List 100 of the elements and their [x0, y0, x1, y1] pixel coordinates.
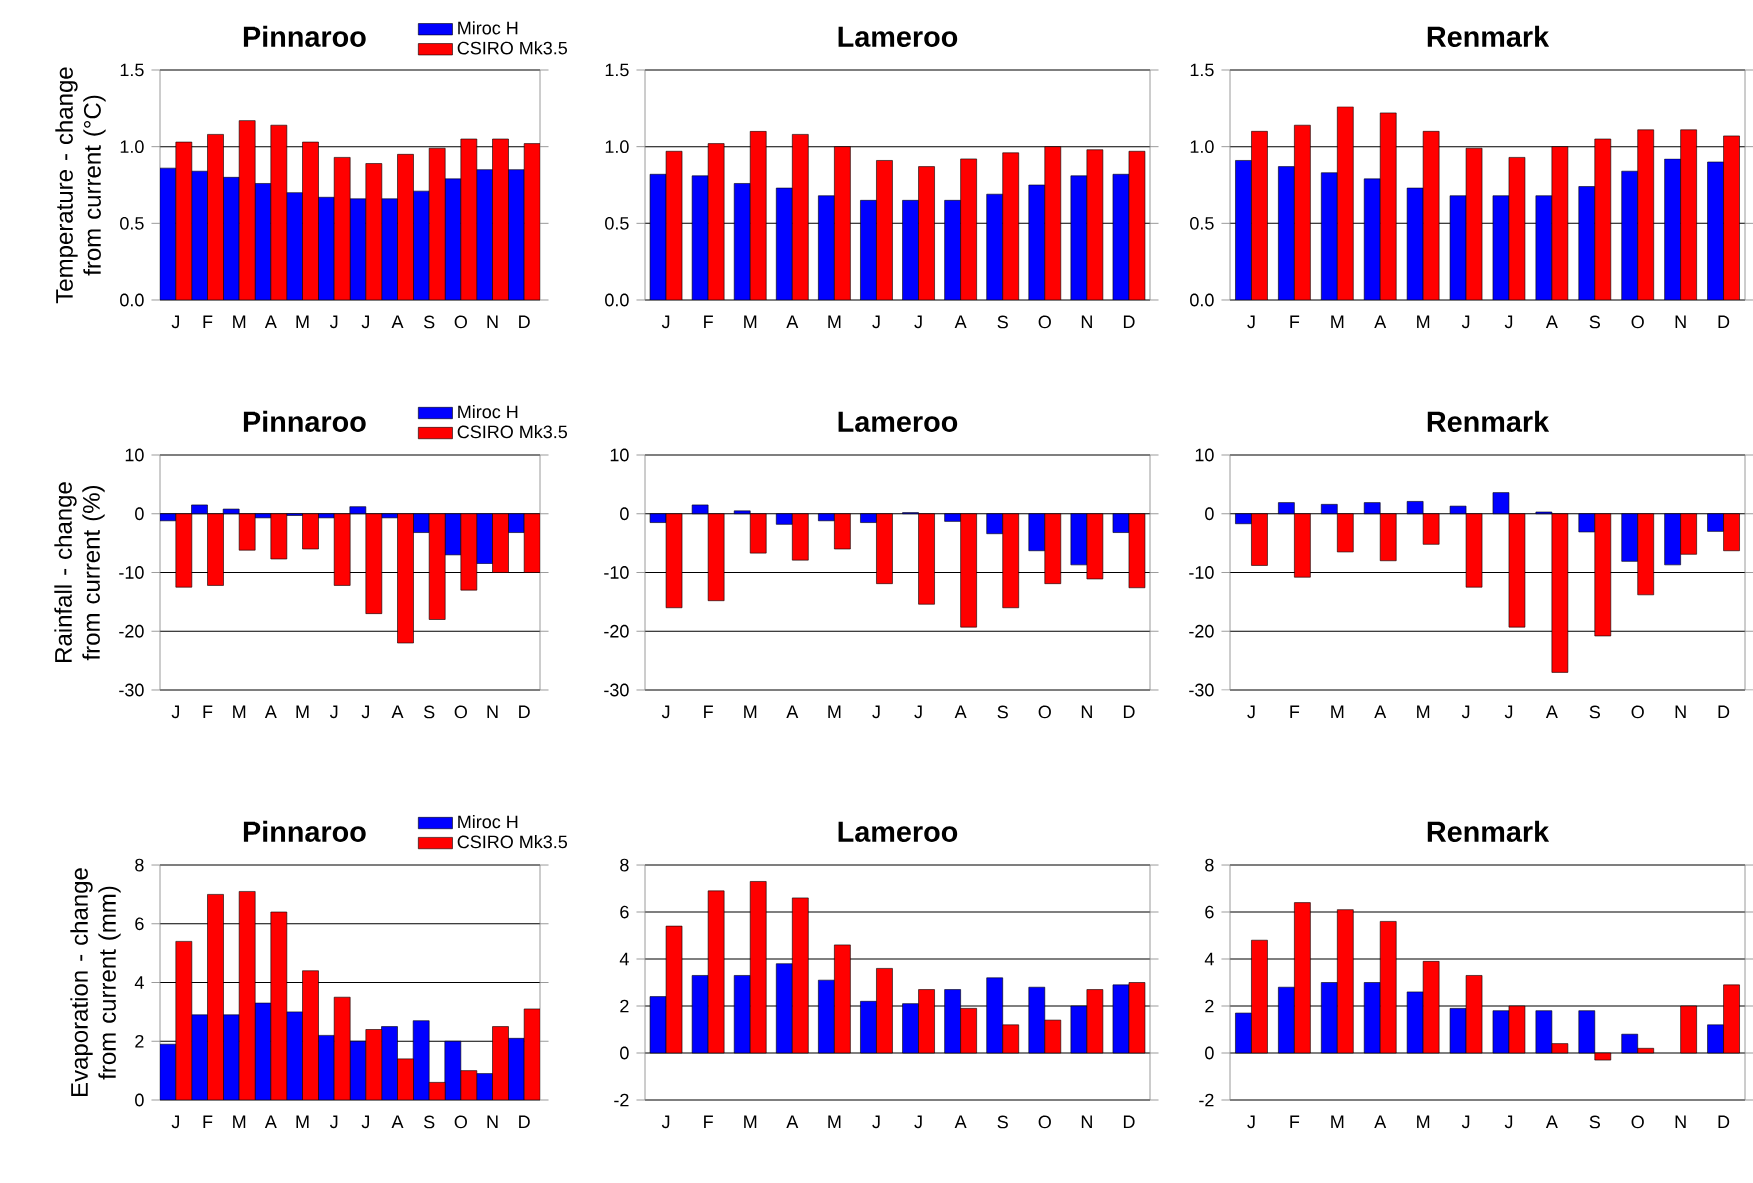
- bar: [492, 1026, 509, 1100]
- x-tick-label: J: [329, 705, 338, 719]
- x-tick-label: F: [704, 315, 713, 328]
- x-tick-label: D: [1718, 705, 1730, 718]
- x-tick-label: J: [872, 1115, 880, 1129]
- x-tick-label: O: [1038, 315, 1051, 329]
- y-tick-label: -20: [604, 624, 629, 638]
- x-tick-label: N: [1081, 315, 1092, 328]
- chart-title: Renmark: [1427, 820, 1550, 842]
- y-tick-label: 10: [1195, 448, 1214, 462]
- x-tick-label: A: [1374, 705, 1387, 718]
- x-tick-label: J: [661, 705, 670, 719]
- x-tick-label: N: [1081, 705, 1092, 718]
- x-tick-label: D: [519, 705, 530, 718]
- x-tick-label: J: [1504, 1115, 1513, 1129]
- x-tick-label: J: [1247, 705, 1255, 719]
- x-tick-label: A: [954, 1115, 967, 1128]
- x-tick-label: M: [233, 1115, 246, 1128]
- legend-label: CSIRO Mk3.5: [457, 41, 568, 55]
- y-tick-label: 1.5: [1190, 63, 1214, 77]
- x-tick-label: A: [391, 1115, 404, 1128]
- x-tick-label: A: [391, 705, 404, 718]
- x-tick-label: A: [391, 315, 404, 328]
- x-tick-label: N: [487, 705, 498, 718]
- x-tick-label: J: [914, 1115, 922, 1129]
- bar: [397, 154, 414, 300]
- x-tick-label: M: [1417, 1115, 1430, 1128]
- x-tick-label: J: [361, 315, 369, 329]
- bar: [207, 894, 224, 1100]
- x-tick-label: M: [296, 705, 309, 718]
- x-tick-label: A: [954, 315, 967, 328]
- x-tick-label: F: [203, 1115, 213, 1128]
- x-tick-label: J: [1461, 705, 1470, 719]
- x-tick-label: A: [954, 705, 967, 718]
- y-tick-label: 1.0: [605, 140, 629, 154]
- x-tick-label: S: [1589, 705, 1600, 719]
- bar: [523, 143, 540, 300]
- y-tick-label: -10: [119, 566, 144, 579]
- y-tick-label: 0.0: [1190, 293, 1214, 307]
- x-tick-label: D: [1718, 315, 1730, 328]
- x-tick-label: M: [828, 705, 841, 718]
- x-tick-label: N: [1675, 315, 1686, 328]
- x-tick-label: N: [487, 315, 498, 328]
- x-tick-label: S: [997, 1115, 1008, 1129]
- y-tick-label: 0: [620, 1046, 629, 1060]
- y-tick-label: 0.5: [120, 216, 144, 230]
- x-tick-label: S: [1589, 1115, 1600, 1129]
- y-tick-label: 0: [1205, 1046, 1214, 1060]
- bar: [1680, 1005, 1697, 1054]
- y-tick-label: -2: [1199, 1093, 1214, 1107]
- x-tick-label: J: [1461, 1115, 1470, 1129]
- y-tick-label: -20: [119, 624, 144, 638]
- x-tick-label: J: [872, 705, 880, 719]
- bar: [428, 147, 446, 300]
- x-tick-label: M: [744, 1115, 757, 1128]
- x-tick-label: M: [1331, 1115, 1344, 1128]
- x-tick-label: A: [264, 1115, 277, 1128]
- bar: [365, 1029, 383, 1100]
- x-tick-label: D: [1718, 1115, 1730, 1128]
- x-tick-label: O: [1038, 705, 1051, 719]
- x-tick-label: J: [361, 1115, 369, 1129]
- y-tick-label: 2: [1205, 999, 1214, 1013]
- x-tick-label: D: [519, 315, 530, 328]
- chart-title: Lameroo: [838, 411, 958, 432]
- x-tick-label: D: [1123, 705, 1135, 718]
- y-tick-label: 0.5: [1190, 216, 1214, 230]
- y-tick-label: 0: [620, 507, 629, 521]
- x-tick-label: J: [171, 315, 179, 329]
- x-tick-label: F: [704, 705, 713, 718]
- x-tick-label: M: [744, 705, 757, 718]
- y-tick-label: 0: [1205, 507, 1214, 521]
- y-tick-label: -10: [1189, 566, 1214, 579]
- x-tick-label: F: [1290, 315, 1300, 328]
- x-tick-label: M: [828, 315, 841, 328]
- x-tick-label: N: [487, 1115, 498, 1128]
- bar: [302, 970, 319, 1100]
- x-tick-label: J: [1247, 1115, 1255, 1129]
- x-tick-label: M: [296, 315, 309, 328]
- y-tick-label: -30: [604, 683, 629, 697]
- chart-title: Renmark: [1427, 410, 1550, 432]
- x-tick-label: O: [454, 1115, 467, 1129]
- bar: [333, 157, 351, 300]
- x-tick-label: J: [914, 315, 922, 329]
- x-tick-label: J: [171, 705, 179, 719]
- x-tick-label: J: [661, 315, 670, 329]
- bar: [333, 996, 351, 1100]
- y-tick-label: 8: [620, 858, 629, 872]
- legend-label: CSIRO Mk3.5: [457, 835, 568, 849]
- y-tick-label: 1.0: [120, 140, 144, 154]
- y-tick-label: 2: [620, 999, 629, 1013]
- chart-title: Renmark: [1427, 25, 1550, 47]
- x-tick-label: M: [1417, 315, 1430, 328]
- y-tick-label: -30: [1189, 683, 1214, 697]
- y-tick-label: -10: [604, 566, 629, 579]
- x-tick-label: A: [1374, 1115, 1387, 1128]
- x-tick-label: A: [1374, 315, 1387, 328]
- x-tick-label: A: [786, 705, 799, 718]
- x-tick-label: J: [1247, 315, 1255, 329]
- x-tick-label: A: [1545, 1115, 1558, 1128]
- x-tick-label: M: [1331, 705, 1344, 718]
